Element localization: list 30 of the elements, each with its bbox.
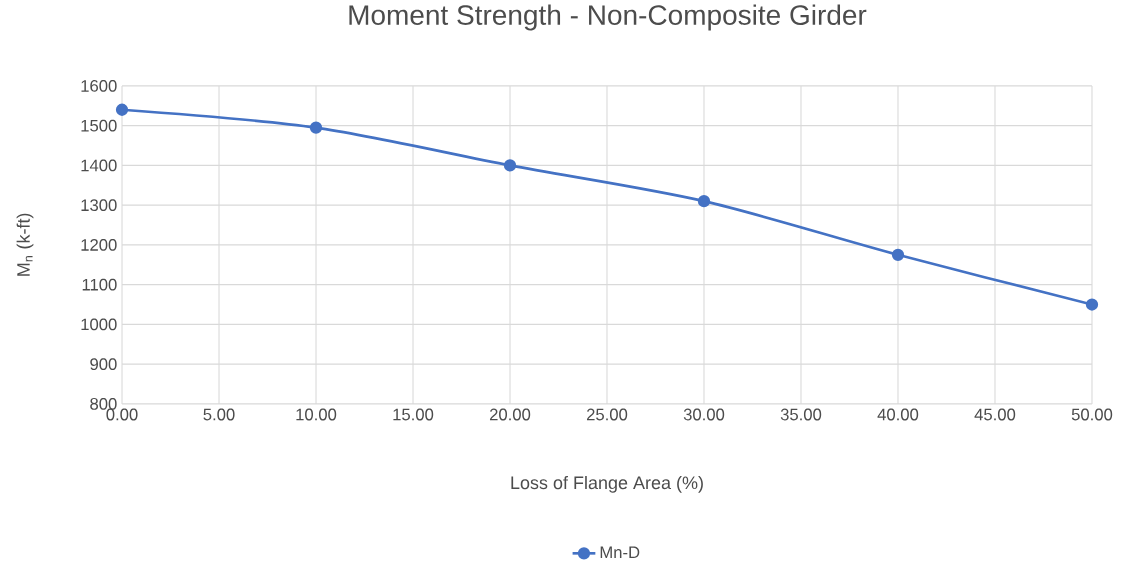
y-tick-label: 900 (90, 358, 117, 371)
x-tick-label: 40.00 (877, 408, 919, 421)
point (309, 121, 323, 134)
point (115, 103, 129, 116)
y-tick-label: 1300 (81, 199, 117, 212)
x-tick-label: 10.00 (296, 408, 337, 421)
x-tick-label: 0.00 (106, 408, 138, 421)
x-tick-label: 25.00 (586, 408, 628, 421)
y-tick-label: 800 (90, 398, 117, 410)
point (1085, 298, 1099, 311)
y-tick-label: 1500 (81, 119, 117, 132)
x-tick-label: 30.00 (683, 408, 725, 421)
point (891, 248, 905, 262)
x-tick-label: 20.00 (489, 408, 531, 421)
y-tick-label: 1600 (81, 80, 117, 92)
x-tick-label: 50.00 (1071, 408, 1113, 421)
y-tick-label: 1100 (82, 278, 117, 291)
y-tick-label: 1400 (81, 159, 117, 172)
x-tick-label: 5.00 (203, 408, 235, 421)
chart-title: Moment Strength - Non-Composite Girder (349, 4, 867, 31)
y-tick-label: 1000 (81, 318, 117, 331)
point (503, 159, 517, 172)
x-tick-label: 35.00 (780, 408, 822, 421)
y-tick-label: 1200 (81, 239, 117, 251)
y-axis-title: M$_{n}$ (k-ft) (16, 213, 34, 276)
legend-label: Mn-D (600, 546, 640, 559)
x-axis-title: Loss of Flange Area (%) (511, 476, 703, 493)
x-tick-label: 15.00 (393, 408, 434, 421)
x-tick-label: 45.00 (974, 408, 1016, 421)
point (697, 195, 711, 208)
